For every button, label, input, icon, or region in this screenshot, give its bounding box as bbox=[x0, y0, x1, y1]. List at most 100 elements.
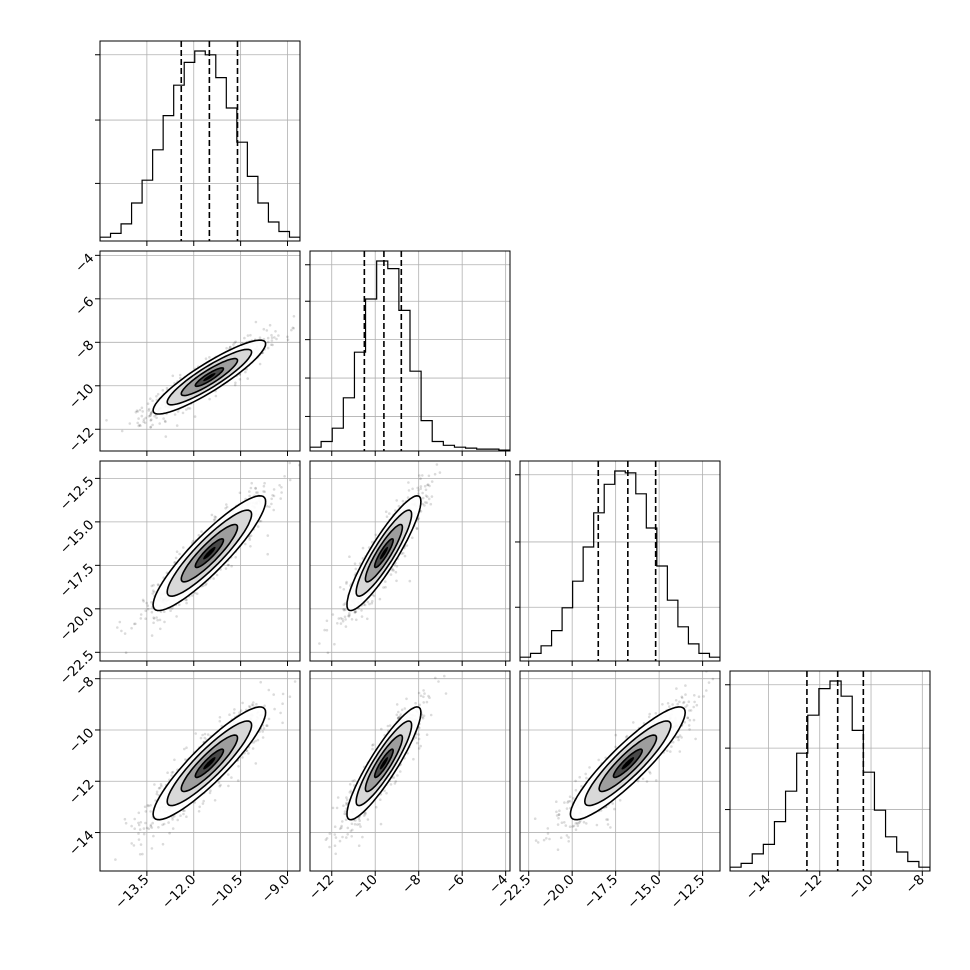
scatter-point bbox=[130, 824, 133, 828]
scatter-point bbox=[173, 413, 177, 416]
contour-level-2 bbox=[180, 357, 239, 397]
scatter-point bbox=[396, 716, 400, 720]
scatter-point bbox=[136, 421, 139, 425]
scatter-point bbox=[277, 334, 280, 337]
scatter-point bbox=[279, 497, 283, 500]
scatter-point bbox=[423, 504, 426, 507]
scatter-point bbox=[346, 826, 350, 830]
scatter-point bbox=[150, 418, 153, 422]
scatter-point bbox=[176, 410, 180, 413]
scatter-panel-4-3: −22.5 −20.0 −17.5 −15.0 −12.5 bbox=[494, 670, 721, 912]
scatter-point bbox=[256, 738, 260, 742]
scatter-point bbox=[394, 570, 398, 574]
scatter-point bbox=[418, 474, 421, 477]
scatter-point bbox=[171, 374, 175, 378]
scatter-point bbox=[272, 488, 276, 491]
scatter-point bbox=[290, 328, 293, 332]
scatter-point bbox=[175, 615, 178, 618]
scatter-point bbox=[344, 625, 348, 628]
scatter-point bbox=[419, 694, 423, 698]
scatter-point bbox=[411, 487, 414, 491]
scatter-point bbox=[123, 817, 127, 821]
scatter-point bbox=[383, 789, 386, 793]
scatter-point bbox=[262, 727, 266, 730]
scatter-point bbox=[270, 497, 274, 501]
scatter-point bbox=[233, 708, 236, 711]
scatter-point bbox=[331, 613, 335, 616]
scatter-point bbox=[219, 783, 222, 787]
histogram-panel-1 bbox=[95, 40, 301, 246]
scatter-point bbox=[165, 386, 169, 390]
scatter-point bbox=[275, 337, 278, 341]
scatter-point bbox=[288, 695, 292, 698]
scatter-point bbox=[406, 752, 409, 755]
scatter-point bbox=[325, 628, 329, 632]
scatter-point bbox=[197, 810, 201, 813]
scatter-point bbox=[422, 689, 425, 692]
contour-level-3 bbox=[355, 720, 413, 807]
scatter-point bbox=[95, 439, 98, 442]
scatter-point bbox=[137, 832, 140, 835]
axis-frame bbox=[99, 40, 301, 242]
scatter-point bbox=[184, 758, 187, 761]
scatter-point bbox=[281, 702, 284, 705]
scatter-point bbox=[354, 610, 358, 613]
scatter-point bbox=[421, 715, 424, 719]
scatter-point bbox=[345, 801, 348, 805]
scatter-point bbox=[161, 823, 164, 827]
scatter-point bbox=[341, 617, 344, 621]
scatter-point bbox=[406, 496, 410, 499]
scatter-point bbox=[414, 701, 417, 705]
scatter-point bbox=[331, 806, 335, 810]
scatter-point bbox=[333, 844, 337, 847]
scatter-point bbox=[407, 489, 411, 492]
scatter-point bbox=[346, 833, 350, 836]
scatter-point bbox=[149, 397, 152, 401]
scatter-point bbox=[144, 609, 147, 613]
scatter-point bbox=[246, 377, 249, 380]
scatter-point bbox=[150, 584, 154, 588]
scatter-point bbox=[397, 715, 401, 719]
scatter-point bbox=[182, 812, 185, 816]
scatter-point bbox=[345, 803, 348, 806]
scatter-point bbox=[366, 617, 369, 621]
scatter-point bbox=[150, 610, 154, 614]
scatter-point bbox=[167, 821, 170, 824]
scatter-point bbox=[138, 408, 142, 412]
scatter-point bbox=[334, 836, 338, 839]
scatter-point bbox=[342, 603, 346, 606]
scatter-point bbox=[343, 812, 346, 816]
scatter-point bbox=[255, 702, 258, 706]
scatter-point bbox=[267, 717, 271, 721]
scatter-point bbox=[293, 680, 297, 683]
scatter-point bbox=[249, 486, 253, 490]
scatter-point bbox=[139, 843, 143, 846]
scatter-point bbox=[114, 858, 117, 861]
scatter-point bbox=[263, 481, 266, 485]
scatter-point bbox=[141, 598, 145, 602]
scatter-point bbox=[248, 705, 252, 709]
scatter-point bbox=[183, 809, 186, 813]
scatter-point bbox=[203, 736, 207, 740]
scatter-point bbox=[358, 819, 362, 822]
scatter-point bbox=[204, 583, 207, 587]
scatter-point bbox=[170, 774, 173, 777]
scatter-point bbox=[370, 540, 374, 544]
scatter-point bbox=[417, 747, 421, 750]
scatter-point bbox=[173, 758, 176, 762]
scatter-point bbox=[433, 472, 437, 476]
scatter-point bbox=[244, 370, 247, 374]
scatter-point bbox=[428, 696, 431, 699]
scatter-point bbox=[358, 822, 361, 826]
scatter-point bbox=[259, 680, 263, 684]
scatter-point bbox=[353, 562, 357, 565]
scatter-point bbox=[137, 838, 141, 841]
scatter-point bbox=[175, 550, 179, 553]
scatter-point bbox=[437, 680, 440, 683]
scatter-point bbox=[283, 475, 286, 478]
scatter-point bbox=[274, 330, 277, 333]
scatter-point bbox=[171, 770, 175, 774]
scatter-point bbox=[370, 602, 374, 605]
scatter-point bbox=[262, 327, 266, 331]
scatter-point bbox=[178, 603, 181, 606]
